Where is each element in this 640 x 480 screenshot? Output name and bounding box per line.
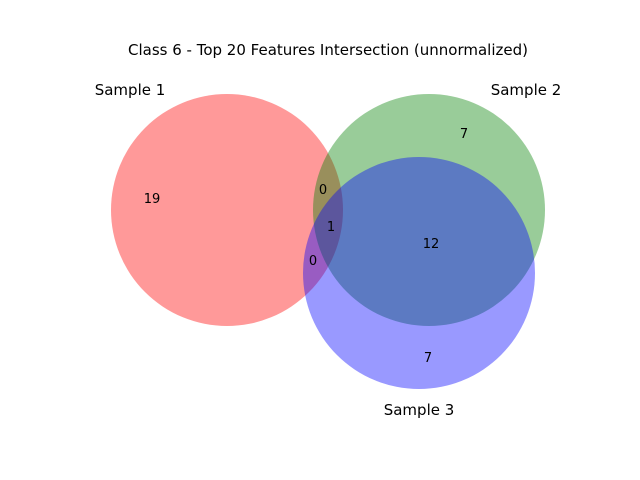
venn-circles: [111, 94, 545, 389]
label-sample-3: Sample 3: [384, 401, 455, 419]
circle-sample-1: [111, 94, 343, 326]
diagram-title: Class 6 - Top 20 Features Intersection (…: [128, 41, 528, 59]
label-sample-1: Sample 1: [95, 81, 166, 99]
circle-sample-3: [303, 157, 535, 389]
count-only-sample-1: 19: [144, 192, 161, 207]
count-all-samples: 1: [327, 220, 335, 235]
circle-sample-2: [313, 94, 545, 326]
count-only-sample-2: 7: [460, 127, 468, 142]
count-sample-1-and-2: 0: [319, 183, 327, 198]
label-sample-2: Sample 2: [491, 81, 562, 99]
count-only-sample-3: 7: [424, 351, 432, 366]
count-sample-2-and-3: 12: [423, 237, 440, 252]
count-sample-1-and-3: 0: [309, 254, 317, 269]
